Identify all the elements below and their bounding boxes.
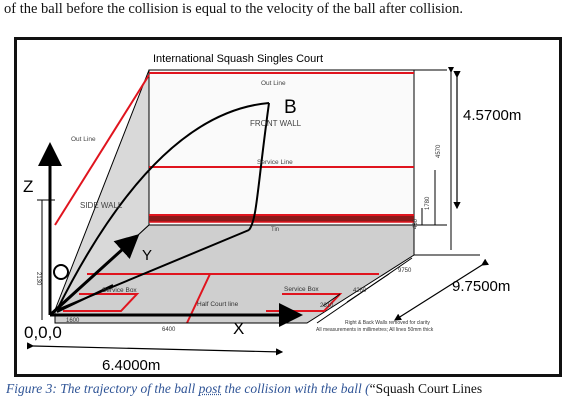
x-axis-label: X [233, 319, 244, 338]
tin-label: Tin [271, 227, 279, 233]
dim-2130: 2130 [35, 272, 41, 286]
figure-caption: Figure 3: The trajectory of the ball pos… [6, 380, 574, 398]
trajectory-ascent [56, 102, 270, 311]
dim-430: 430 [413, 218, 419, 229]
intro-text: of the ball before the collision is equa… [4, 1, 464, 17]
figure-frame: International Squash Singles Court Out L… [14, 37, 562, 377]
height-value: 4.5700m [463, 107, 521, 124]
z-axis-label: Z [23, 177, 33, 196]
dim-4260: 4260 [353, 288, 367, 294]
dim-4570: 4570 [436, 144, 442, 158]
side-out-line-label: Out Line [71, 136, 96, 143]
caption-part-4: “Squash Court Lines [369, 381, 483, 396]
half-court-line-label: Half Court line [197, 301, 239, 308]
length-arrow [393, 258, 489, 321]
service-box-left [63, 293, 140, 312]
dim-6400: 6400 [162, 327, 176, 333]
front-wall-label: FRONT WALL [250, 119, 302, 128]
y-axis-label: Y [142, 247, 152, 264]
dim-9750: 9750 [398, 268, 412, 274]
service-box-left-label: Service Box [102, 287, 137, 294]
caption-part-3: the collision with the ball ( [221, 381, 370, 396]
caption-part-2: post [198, 381, 222, 396]
caption-part-1: Figure 3: The trajectory of the ball [6, 381, 199, 396]
side-out-line [54, 74, 150, 226]
note-line-2: All measurements in millimetres; All lin… [316, 327, 434, 333]
width-arrow [26, 342, 284, 356]
dim-1600: 1600 [66, 318, 80, 324]
note-line-1: Right & Back Walls removed for clarity [345, 320, 430, 326]
width-value: 6.4000m [102, 357, 160, 374]
trajectory-descent [248, 102, 270, 231]
length-value: 9.7500m [452, 278, 510, 295]
point-b-label: B [284, 97, 297, 118]
diagram-title: International Squash Singles Court [153, 53, 323, 65]
front-wall [148, 69, 415, 226]
side-wall-label: SIDE WALL [80, 201, 123, 210]
dim-1780: 1780 [425, 196, 431, 210]
origin-coords-label: 0,0,0 [24, 323, 62, 342]
tin-band [149, 216, 414, 222]
y-axis [48, 233, 140, 317]
service-line-label: Service Line [257, 159, 293, 166]
squash-court-diagram: International Squash Singles Court Out L… [23, 53, 521, 374]
dim-2610: 2610 [320, 303, 334, 309]
origin-marker [53, 264, 69, 280]
trajectory-floor [56, 284, 114, 313]
service-box-right-label: Service Box [284, 286, 319, 293]
front-out-line-label: Out Line [261, 80, 286, 87]
